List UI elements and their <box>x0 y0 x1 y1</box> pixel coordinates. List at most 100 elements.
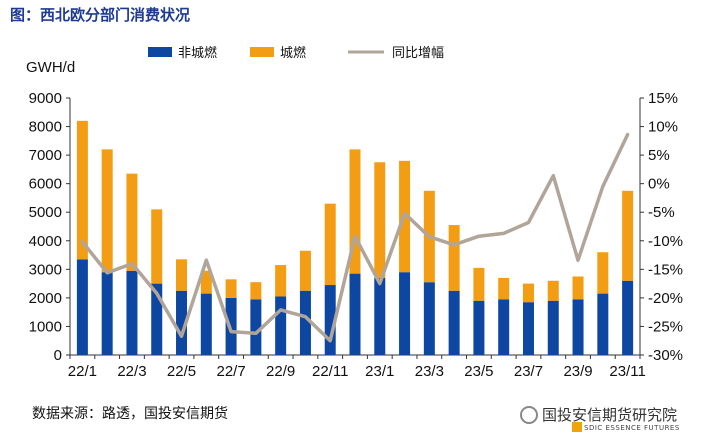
bar-non-city-gas <box>498 299 510 355</box>
y-tick-label: 7000 <box>29 147 62 164</box>
legend-swatch-city <box>250 47 274 57</box>
yoy-point <box>155 292 158 295</box>
yoy-point <box>255 332 257 335</box>
bar-city-gas <box>324 203 336 286</box>
yoy-point <box>403 212 406 215</box>
bar-non-city-gas <box>622 280 634 355</box>
bar-non-city-gas <box>349 273 361 355</box>
yoy-point <box>378 282 381 285</box>
y-tick-label: 9000 <box>29 90 62 107</box>
yoy-point <box>527 221 530 224</box>
bar-non-city-gas <box>126 270 138 355</box>
x-tick-label: 23/11 <box>609 363 645 380</box>
y2-tick-label: 15% <box>648 90 678 107</box>
yoy-point <box>205 259 208 261</box>
y-axis-label: GWH/d <box>26 59 75 76</box>
bar-city-gas <box>498 277 510 300</box>
watermark-name: 国投安信期货研究院 <box>542 406 678 424</box>
x-tick-label: 23/9 <box>563 363 592 380</box>
bar-non-city-gas <box>597 293 609 355</box>
x-tick-label: 22/9 <box>266 363 295 380</box>
yoy-point <box>106 271 108 274</box>
y-tick-label: 5000 <box>29 204 62 221</box>
yoy-point <box>577 259 579 261</box>
yoy-point <box>230 330 232 333</box>
x-tick-label: 22/7 <box>216 363 245 380</box>
y2-tick-label: 5% <box>648 147 670 164</box>
bar-non-city-gas <box>423 282 435 355</box>
bar-city-gas <box>101 149 113 273</box>
yoy-point <box>354 235 356 238</box>
watermark-badge-icon <box>572 422 582 432</box>
bar-non-city-gas <box>324 285 336 355</box>
bar-non-city-gas <box>399 272 411 355</box>
bar-city-gas <box>473 267 485 301</box>
yoy-point <box>81 241 84 243</box>
yoy-point <box>304 315 307 318</box>
legend-label-yoy: 同比增幅 <box>392 45 444 60</box>
y-tick-label: 6000 <box>29 176 62 193</box>
bar-non-city-gas <box>176 290 188 355</box>
bar-city-gas <box>299 250 311 291</box>
legend-swatch-non-city <box>148 47 172 57</box>
y2-tick-label: -30% <box>648 347 683 364</box>
y2-tick-label: -10% <box>648 233 683 250</box>
yoy-point <box>478 235 480 238</box>
bar-non-city-gas <box>299 290 311 355</box>
y-tick-label: 2000 <box>29 290 62 307</box>
bar-non-city-gas <box>250 299 262 355</box>
x-tick-label: 22/3 <box>117 363 146 380</box>
bar-city-gas <box>622 190 634 281</box>
yoy-point <box>329 339 332 342</box>
legend-label-non-city: 非城燃 <box>178 45 217 60</box>
x-tick-label: 22/5 <box>167 363 196 380</box>
consumption-chart: 非城燃 城燃 同比增幅 GWH/d 0 1000 2000 3000 4000 5000 6… <box>26 45 683 380</box>
x-tick-label: 23/3 <box>415 363 444 380</box>
yoy-point <box>552 174 555 177</box>
source-note: 数据来源：路透，国投安信期货 <box>32 406 228 422</box>
y-tick-label: 8000 <box>29 119 62 136</box>
yoy-line-layer <box>80 132 630 343</box>
axes: 0 1000 2000 3000 4000 5000 6000 7000 8000 9000 -30… <box>29 90 683 380</box>
bar-non-city-gas <box>374 277 386 355</box>
bar-non-city-gas <box>448 290 460 355</box>
x-tick-label: 23/1 <box>365 363 394 380</box>
bar-city-gas <box>76 120 88 260</box>
legend-label-city: 城燃 <box>280 45 306 60</box>
bar-city-gas <box>547 280 559 301</box>
y2-tick-label: 10% <box>648 119 678 136</box>
bar-non-city-gas <box>101 272 113 355</box>
bar-non-city-gas <box>200 293 212 355</box>
y-tick-label: 1000 <box>29 318 62 335</box>
bar-non-city-gas <box>547 300 559 355</box>
y2-tick-label: -25% <box>648 318 683 335</box>
bar-city-gas <box>126 173 138 271</box>
yoy-point <box>131 262 133 265</box>
y2-tick-label: -5% <box>648 204 675 221</box>
bar-non-city-gas <box>151 283 163 355</box>
bar-non-city-gas <box>572 299 584 355</box>
bar-city-gas <box>448 225 460 291</box>
yoy-point <box>602 185 604 188</box>
yoy-point <box>453 243 455 246</box>
bar-city-gas <box>176 259 188 291</box>
x-tick-label: 23/5 <box>464 363 493 380</box>
y-tick-label: 0 <box>54 347 62 364</box>
y-tick-label: 4000 <box>29 233 62 250</box>
bar-city-gas <box>522 283 534 303</box>
bar-city-gas <box>250 282 262 300</box>
y-tick-label: 3000 <box>29 261 62 278</box>
bar-city-gas <box>349 149 361 274</box>
yoy-point <box>180 335 183 337</box>
bar-city-gas <box>597 252 609 294</box>
y2-tick-label: -15% <box>648 261 683 278</box>
yoy-point <box>502 232 505 235</box>
watermark: 国投安信期货研究院 SDIC ESSENCE FUTURES <box>520 404 702 434</box>
bar-city-gas <box>200 270 212 294</box>
y2-tick-label: -20% <box>648 290 683 307</box>
bar-city-gas <box>572 276 584 300</box>
bar-non-city-gas <box>522 302 534 355</box>
yoy-point <box>428 235 431 238</box>
y2-tick-label: 0% <box>648 176 670 193</box>
x-tick-label: 23/7 <box>514 363 543 380</box>
